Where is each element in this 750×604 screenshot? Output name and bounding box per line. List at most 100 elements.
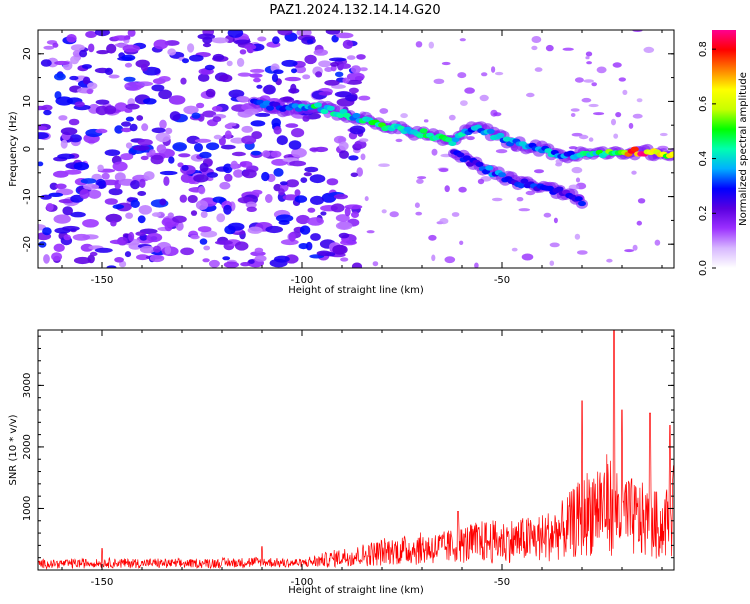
spectrogram-noise-cell bbox=[112, 161, 128, 172]
spectrogram-noise-cell bbox=[372, 261, 379, 267]
spectrogram-noise-cell bbox=[622, 89, 628, 95]
spectrogram-noise-cell bbox=[338, 232, 350, 239]
spectrogram-noise-cell bbox=[257, 36, 267, 42]
secondary-ridge-cell bbox=[578, 200, 586, 207]
spectrogram-noise-cell bbox=[140, 155, 149, 161]
spectrogram-noise-cell bbox=[199, 151, 212, 159]
spectrogram-noise-cell bbox=[143, 98, 157, 105]
spectrogram-noise-cell bbox=[40, 194, 52, 200]
spectrogram-noise-cell bbox=[643, 46, 655, 54]
spectrogram-noise-cell bbox=[244, 108, 259, 115]
spectrogram-noise-cell bbox=[423, 119, 429, 123]
spectrogram-noise-cell bbox=[38, 126, 48, 131]
spectrogram-noise-cell bbox=[242, 169, 257, 179]
spectrogram-noise-cell bbox=[518, 208, 531, 212]
spectrogram-noise-cell bbox=[261, 171, 270, 182]
spectrogram-noise-cell bbox=[275, 214, 294, 223]
spectrogram-noise-cell bbox=[95, 99, 110, 105]
spectrogram-noise-cell bbox=[250, 251, 266, 257]
spectrogram-noise-cell bbox=[196, 102, 205, 109]
spectrogram-noise-cell bbox=[379, 108, 389, 114]
spectrogram-noise-cell bbox=[57, 153, 75, 160]
spectrogram-noise-cell bbox=[79, 189, 90, 199]
spectrogram-noise-cell bbox=[159, 119, 167, 129]
spectrogram-noise-cell bbox=[307, 217, 324, 226]
spectrogram-noise-cell bbox=[439, 218, 449, 225]
spectrogram-noise-cell bbox=[593, 112, 605, 116]
spectrogram-noise-cell bbox=[195, 200, 209, 211]
spectrogram-noise-cell bbox=[265, 194, 273, 203]
spectrogram-noise-cell bbox=[335, 71, 344, 78]
snr-y-tick-label: 1000 bbox=[22, 496, 33, 521]
spectrogram-noise-cell bbox=[356, 167, 364, 177]
spectrogram-noise-cell bbox=[40, 59, 52, 67]
spectrogram-noise-cell bbox=[255, 112, 271, 117]
spectrogram-noise-cell bbox=[256, 84, 263, 89]
spectrogram-noise-cell bbox=[153, 245, 161, 253]
spectrogram-noise-cell bbox=[612, 62, 622, 68]
signal-ridge-cell bbox=[502, 136, 511, 142]
spectrogram-noise-cell bbox=[194, 138, 212, 143]
spectrogram-noise-cell bbox=[38, 105, 48, 111]
secondary-ridge-cell bbox=[466, 161, 474, 167]
snr-y-tick-label: 3000 bbox=[22, 373, 33, 398]
signal-ridge-cell bbox=[314, 102, 322, 108]
spectrogram-x-tick-label: -100 bbox=[291, 275, 314, 286]
spectrogram-noise-cell bbox=[299, 225, 311, 235]
spectrogram-noise-cell bbox=[444, 185, 450, 193]
spectrogram-noise-cell bbox=[431, 148, 438, 156]
signal-ridge-cell bbox=[486, 128, 495, 134]
spectrogram-noise-cell bbox=[87, 82, 98, 90]
signal-ridge-cell bbox=[544, 148, 553, 154]
spectrogram-noise-cell bbox=[344, 204, 363, 210]
spectrogram-noise-cell bbox=[233, 169, 244, 178]
spectrogram-noise-cell bbox=[63, 234, 71, 241]
spectrogram-noise-cell bbox=[350, 65, 361, 74]
spectrogram-noise-cell bbox=[495, 149, 508, 154]
colorbar-tick-label: 0.0 bbox=[698, 260, 709, 276]
spectrogram-noise-cell bbox=[316, 250, 332, 257]
colorbar-ticks: 0.0 0.2 0.4 0.6 0.8 bbox=[698, 41, 716, 276]
spectrogram-noise-cell bbox=[448, 114, 456, 121]
spectrogram-noise-cell bbox=[574, 233, 581, 240]
spectrogram-noise-cell bbox=[81, 64, 92, 69]
spectrogram-noise-cell bbox=[46, 203, 54, 211]
spectrogram-noise-cell bbox=[491, 66, 496, 73]
spectrogram-noise-cell bbox=[54, 60, 70, 66]
spectrogram-noise-cell bbox=[332, 244, 348, 255]
spectrogram-noise-cell bbox=[96, 50, 109, 55]
spectrogram-noise-cell bbox=[296, 214, 310, 225]
spectrogram-noise-cell bbox=[208, 259, 220, 268]
spectrogram-noise-cell bbox=[286, 179, 299, 188]
spectrogram-noise-cell bbox=[270, 150, 282, 158]
spectrogram-noise-cell bbox=[150, 154, 164, 165]
spectrogram-noise-cell bbox=[360, 153, 366, 161]
colorbar-tick-label: 0.4 bbox=[698, 151, 709, 167]
spectrogram-noise-cell bbox=[132, 145, 150, 151]
spectrogram-noise-cell bbox=[632, 244, 638, 251]
spectrogram-noise-cell bbox=[97, 164, 104, 172]
spectrogram-noise-cell bbox=[63, 169, 82, 175]
spectrogram-noise-cell bbox=[549, 242, 560, 248]
spectrogram-noise-cell bbox=[211, 37, 229, 44]
spectrogram-noise-cell bbox=[273, 168, 284, 177]
spectrogram-noise-cell bbox=[112, 204, 125, 210]
spectrogram-noise-cell bbox=[302, 74, 311, 80]
spectrogram-noise-cell bbox=[83, 183, 100, 190]
spectrogram-noise-cell bbox=[237, 72, 252, 77]
spectrogram-noise-cell bbox=[526, 92, 535, 98]
spectrogram-noise-cell bbox=[139, 245, 156, 254]
spectrogram-noise-cell bbox=[158, 76, 171, 82]
colorbar-tick-label: 0.6 bbox=[698, 96, 709, 112]
spectrogram-noise-cell bbox=[516, 197, 524, 202]
spectrogram-noise-cell bbox=[431, 254, 436, 262]
spectrogram-noise-cell bbox=[163, 176, 170, 187]
spectrogram-noise-cell bbox=[211, 105, 223, 112]
spectrogram-noise-cell bbox=[146, 232, 163, 243]
spectrogram-noise-cell bbox=[288, 140, 302, 150]
spectrogram-noise-cell bbox=[636, 98, 643, 103]
spectrogram-noise-cell bbox=[246, 206, 257, 212]
spectrogram-noise-cell bbox=[636, 220, 642, 226]
spectrogram-noise-cell bbox=[180, 77, 187, 85]
spectrogram-noise-cell bbox=[125, 212, 133, 219]
